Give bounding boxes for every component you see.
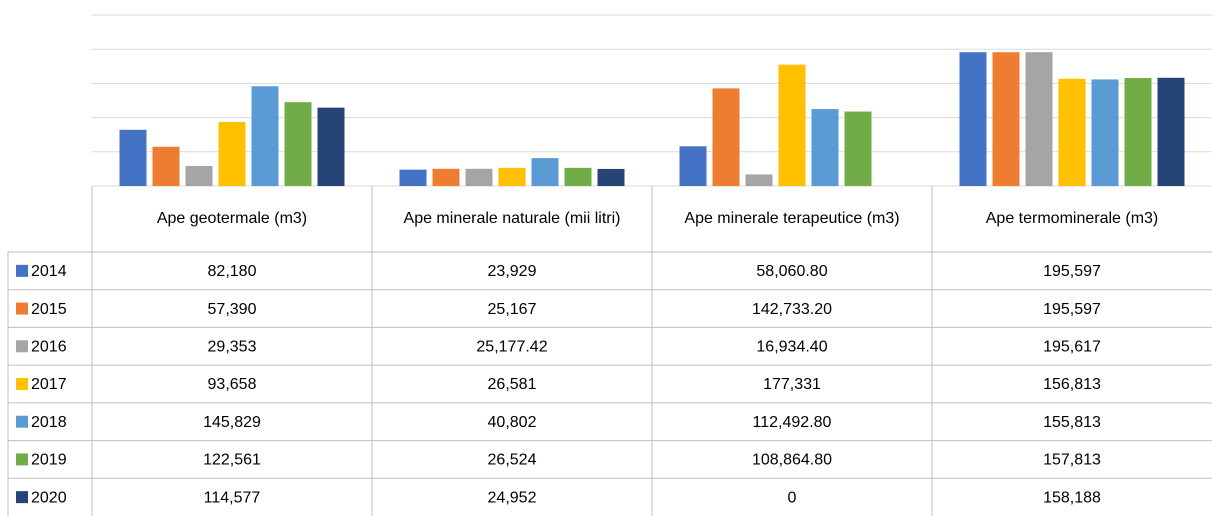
legend-swatch	[16, 453, 28, 466]
bar	[251, 86, 279, 186]
bar	[284, 102, 312, 186]
bar	[992, 52, 1020, 186]
bar	[778, 64, 806, 186]
table-cell: 25,167	[488, 301, 537, 318]
table-cell: 195,617	[1043, 339, 1101, 356]
bar	[679, 146, 707, 186]
column-header: Ape minerale terapeutice (m3)	[684, 210, 899, 227]
legend-swatch	[16, 378, 28, 390]
bar	[745, 174, 773, 186]
table-cell: 57,390	[208, 301, 257, 318]
bar	[844, 111, 872, 186]
bar	[811, 109, 839, 186]
legend-label: 2020	[31, 489, 67, 506]
table-cell: 155,813	[1043, 414, 1101, 431]
legend-swatch	[16, 264, 28, 277]
table-cell: 158,188	[1043, 489, 1101, 506]
bar	[119, 129, 147, 186]
legend-swatch	[16, 491, 28, 504]
table-cell: 122,561	[203, 452, 261, 469]
bar	[185, 165, 213, 186]
legend-swatch	[16, 415, 28, 428]
bar	[712, 88, 740, 186]
table-cell: 25,177.42	[476, 339, 547, 356]
table-cell: 40,802	[488, 414, 537, 431]
table-cell: 157,813	[1043, 452, 1101, 469]
bar	[152, 146, 180, 186]
legend-label: 2017	[31, 376, 67, 393]
bar	[564, 167, 592, 186]
bar	[317, 107, 345, 186]
bar	[531, 158, 559, 186]
table-cell: 114,577	[204, 489, 261, 506]
bar	[1091, 79, 1119, 186]
table-cell: 24,952	[488, 489, 537, 506]
table-cell: 0	[788, 489, 797, 506]
table-cell: 177,331	[763, 376, 821, 393]
bar	[399, 169, 427, 186]
legend-label: 2018	[31, 414, 67, 431]
legend-swatch	[16, 302, 28, 315]
bar	[597, 168, 625, 186]
bar	[959, 52, 987, 186]
bar	[432, 168, 460, 186]
table-cell: 26,524	[488, 452, 537, 469]
column-header: Ape geotermale (m3)	[157, 210, 307, 227]
table-cell: 108,864.80	[752, 452, 832, 469]
bar	[218, 121, 246, 186]
table-cell: 195,597	[1043, 263, 1101, 280]
bar	[1025, 52, 1053, 187]
legend-label: 2014	[31, 263, 67, 280]
table-cell: 142,733.20	[752, 301, 832, 318]
legend-swatch	[16, 340, 28, 353]
bar	[465, 168, 493, 186]
table-cell: 82,180	[208, 263, 257, 280]
bar	[1058, 78, 1086, 186]
table-cell: 16,934.40	[756, 339, 827, 356]
bar	[498, 167, 526, 186]
bar	[1124, 78, 1152, 186]
column-header: Ape minerale naturale (mii litri)	[404, 210, 621, 227]
table-cell: 112,492.80	[753, 414, 832, 431]
table-cell: 58,060.80	[756, 263, 827, 280]
legend-label: 2015	[31, 301, 67, 318]
table-cell: 29,353	[208, 339, 257, 356]
bar	[1157, 77, 1185, 186]
table-cell: 156,813	[1043, 376, 1101, 393]
table-cell: 93,658	[208, 376, 257, 393]
table-cell: 195,597	[1043, 301, 1101, 318]
table-cell: 23,929	[488, 263, 537, 280]
legend-label: 2019	[31, 452, 67, 469]
legend-label: 2016	[31, 339, 67, 356]
column-header: Ape termominerale (m3)	[986, 210, 1159, 227]
table-cell: 145,829	[203, 414, 261, 431]
table-cell: 26,581	[488, 376, 537, 393]
